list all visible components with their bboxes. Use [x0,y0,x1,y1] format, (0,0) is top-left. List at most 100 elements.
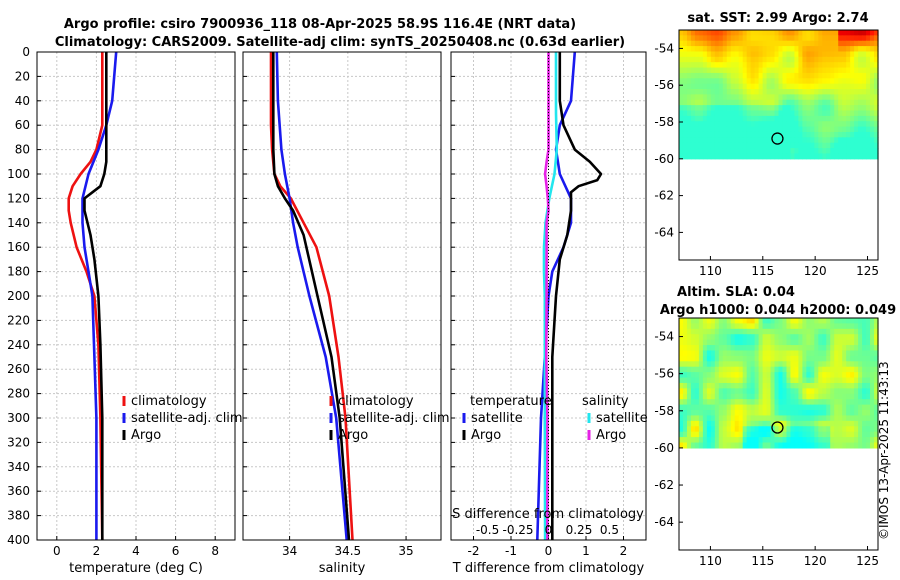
heatmap-cell [802,40,807,47]
heatmap-cell [710,78,716,85]
heatmap-cell [842,361,847,368]
heatmap-cell [794,62,799,69]
heatmap-cell [710,442,716,449]
heatmap-cell [690,153,696,160]
heatmap-cell [874,94,879,101]
heatmap-cell [866,420,871,427]
heatmap-cell [854,142,859,149]
heatmap-cell [874,345,879,352]
heatmap-cell [679,366,684,373]
heatmap-cell [818,431,823,438]
heatmap-cell [750,89,756,95]
heatmap-cell [814,131,819,138]
heatmap-cell [710,377,716,384]
heatmap-cell [766,62,772,69]
heatmap-cell [782,350,788,357]
heatmap-cell [866,78,871,85]
heatmap-cell [758,83,764,90]
heatmap-cell [846,410,851,417]
heatmap-cell [850,67,855,74]
heatmap-cell [778,110,784,117]
heatmap-cell [778,377,784,384]
heatmap-cell [730,339,736,346]
heatmap-cell [794,126,799,133]
heatmap-cell [738,51,744,58]
heatmap-cell [874,318,879,325]
heatmap-cell [774,410,780,417]
heatmap-cell [794,318,799,325]
heatmap-cell [838,131,843,138]
heatmap-cell [750,35,756,42]
heatmap-cell [738,131,744,138]
heatmap-cell [690,62,696,69]
heatmap-cell [790,426,796,433]
heatmap-cell [838,51,843,58]
heatmap-cell [854,67,859,74]
heatmap-cell [770,393,776,400]
heatmap-cell [710,437,716,444]
heatmap-cell [774,404,780,411]
heatmap-cell [834,30,839,36]
heatmap-cell [778,426,784,433]
heatmap-cell [806,420,811,427]
heatmap-cell [710,382,716,389]
heatmap-cell [734,131,740,138]
heatmap-cell [862,78,867,85]
heatmap-cell [870,377,875,384]
heatmap-cell [798,94,803,101]
heatmap-cell [790,350,796,357]
heatmap-cell [846,89,851,95]
heatmap-cell [718,350,724,357]
heatmap-cell [758,115,764,122]
heatmap-cell [722,410,728,417]
heatmap-cell [750,323,756,330]
heatmap-cell [774,148,780,155]
heatmap-cell [746,99,752,106]
heatmap-cell [738,46,744,53]
heatmap-cell [778,126,784,133]
heatmap-cell [722,110,728,117]
heatmap-cell [722,46,728,53]
heatmap-cell [782,99,788,106]
heatmap-cell [870,115,875,122]
heatmap-cell [770,121,776,128]
heatmap-cell [810,361,815,368]
heatmap-cell [790,420,796,427]
heatmap-cell [822,40,827,47]
heatmap-cell [802,399,807,406]
heatmap-cell [858,131,863,138]
heatmap-cell [810,431,815,438]
heatmap-cell [850,46,855,53]
heatmap-cell [834,137,839,144]
heatmap-cell [710,318,716,325]
heatmap-cell [810,420,815,427]
heatmap-cell [834,382,839,389]
heatmap-cell [834,99,839,106]
heatmap-cell [846,388,851,395]
heatmap-cell [718,318,724,325]
heatmap-cell [806,148,811,155]
heatmap-cell [702,30,708,36]
heatmap-cell [694,366,700,373]
heatmap-cell [706,105,712,112]
heatmap-cell [714,56,720,63]
heatmap-cell [826,366,831,373]
heatmap-cell [842,410,847,417]
heatmap-cell [842,437,847,444]
heatmap-cell [810,142,815,149]
heatmap-cell [738,323,744,330]
heatmap-cell [862,105,867,112]
heatmap-cell [698,40,704,47]
heatmap-cell [822,361,827,368]
heatmap-cell [722,431,728,438]
heatmap-cell [818,399,823,406]
heatmap-cell [798,67,803,74]
y-tick-label: -60 [654,152,674,166]
heatmap-cell [802,442,807,449]
heatmap-cell [738,388,744,395]
heatmap-cell [706,393,712,400]
heatmap-cell [854,89,859,95]
heatmap-cell [842,377,847,384]
heatmap-cell [830,46,835,53]
heatmap-cell [774,62,780,69]
